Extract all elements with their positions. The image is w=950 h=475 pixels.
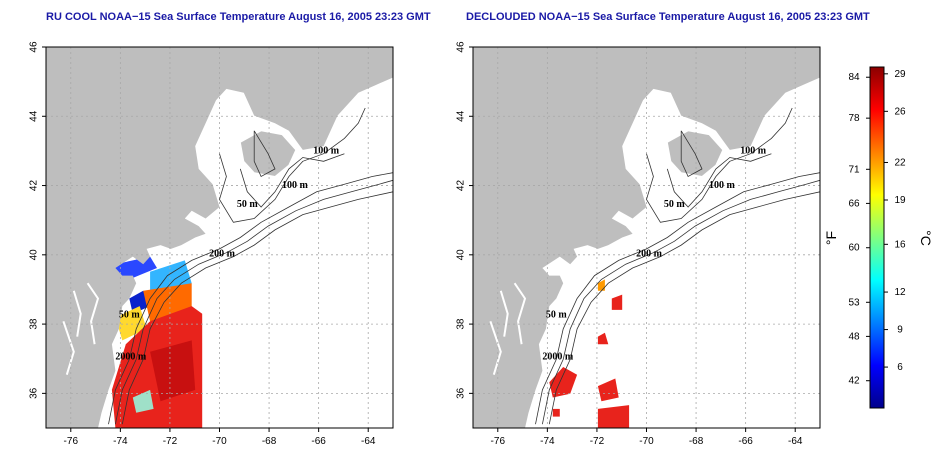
right-chart-title: DECLOUDED NOAA−15 Sea Surface Temperatur… (466, 11, 870, 23)
bathymetry-contour (548, 191, 820, 425)
contour-label: 200 m (636, 249, 663, 260)
x-tick-label: -72 (590, 436, 605, 447)
sst-patch (115, 306, 147, 341)
y-tick-label: 42 (456, 180, 467, 192)
y-tick-label: 36 (456, 387, 467, 399)
y-tick-label: 36 (29, 387, 40, 399)
land-mass (46, 47, 393, 428)
fahrenheit-tick-label: 42 (848, 376, 860, 387)
celsius-unit-label: °C (918, 230, 934, 246)
contour-label: 2000 m (115, 351, 146, 362)
right-chart-panel: 100 m 100 m 50 m 200 m 50 m 2000 m -76 -74 -72 -7… (456, 41, 821, 447)
bay-line (499, 290, 509, 337)
celsius-tick-label: 29 (894, 69, 906, 80)
y-tick-label: 40 (29, 249, 40, 261)
y-tick-label: 46 (456, 41, 467, 53)
bay-line (86, 282, 100, 345)
bathymetry-contour (666, 153, 772, 208)
bathymetry-contour (680, 130, 703, 178)
left-map-area: 100 m 100 m 50 m 200 m 50 m 2000 m (46, 47, 393, 428)
bathymetry-contour (253, 130, 276, 178)
colorbar-gradient (869, 66, 885, 409)
fahrenheit-tick-label: 71 (848, 164, 860, 175)
y-tick-label: 44 (456, 110, 467, 122)
fahrenheit-tick-label: 48 (848, 331, 860, 342)
contour-label: 100 m (740, 146, 767, 157)
x-tick-label: -76 (491, 436, 506, 447)
celsius-tick-label: 12 (894, 287, 906, 298)
x-tick-label: -74 (113, 436, 128, 447)
bathymetry-contour (542, 179, 820, 425)
bay-line (62, 320, 75, 375)
sst-patch (597, 378, 619, 402)
bathymetry-contour (115, 179, 393, 425)
y-tick-label: 38 (29, 318, 40, 330)
sst-patch (150, 340, 196, 402)
contour-label: 50 m (546, 310, 568, 321)
x-tick-label: -74 (540, 436, 555, 447)
celsius-tick-label: 9 (897, 325, 903, 336)
x-tick-label: -66 (738, 436, 753, 447)
bathymetry-contour (535, 172, 820, 425)
x-tick-label: -66 (311, 436, 326, 447)
x-tick-label: -72 (163, 436, 178, 447)
bathymetry-contour (219, 107, 366, 223)
sst-patch (552, 408, 560, 417)
contour-label: 2000 m (542, 351, 574, 362)
sst-patch (132, 389, 154, 413)
celsius-tick-label: 26 (894, 106, 906, 117)
bathymetry-contour (239, 153, 345, 208)
sst-patch (597, 332, 609, 345)
celsius-tick-label: 16 (894, 239, 906, 250)
x-tick-label: -68 (689, 436, 704, 447)
sst-patch (597, 279, 605, 291)
left-chart-panel: 100 m 100 m 50 m 200 m 50 m 2000 m -76 -74 -72 -7… (29, 41, 394, 447)
x-tick-label: -68 (262, 436, 277, 447)
bathymetry-contour (646, 107, 793, 223)
bay-line (72, 290, 82, 337)
land-mass (473, 47, 820, 428)
y-tick-label: 44 (29, 110, 40, 122)
y-tick-label: 38 (456, 318, 467, 330)
contour-label: 100 m (709, 180, 736, 191)
x-tick-label: -64 (788, 436, 803, 447)
sst-patch (597, 405, 630, 428)
contour-label: 50 m (664, 199, 686, 210)
celsius-tick-label: 19 (894, 195, 906, 206)
contour-label: 50 m (119, 310, 140, 321)
bathymetry-contour (108, 172, 393, 425)
fahrenheit-tick-label: 53 (848, 297, 860, 308)
colorbar: 84 78 71 66 60 53 48 42 29 26 22 19 16 12 9 6 °F °C (823, 66, 934, 409)
right-map-area: 100 m 100 m 50 m 200 m 50 m 2000 m (473, 47, 820, 428)
x-tick-label: -70 (212, 436, 227, 447)
y-tick-label: 40 (456, 249, 467, 261)
contour-label: 100 m (313, 146, 340, 157)
celsius-tick-label: 6 (897, 362, 903, 373)
celsius-tick-label: 22 (894, 157, 906, 168)
fahrenheit-unit-label: °F (823, 231, 839, 245)
left-chart-title: RU COOL NOAA−15 Sea Surface Temperature … (46, 11, 431, 23)
sst-patch (611, 294, 623, 310)
fahrenheit-tick-label: 66 (848, 198, 860, 209)
bay-line (513, 282, 527, 345)
bay-line (489, 320, 502, 375)
x-tick-label: -64 (361, 436, 376, 447)
x-tick-label: -70 (639, 436, 654, 447)
fahrenheit-tick-label: 78 (848, 113, 860, 124)
bathymetry-contour (121, 191, 393, 425)
sst-patch (115, 256, 157, 280)
fahrenheit-tick-label: 84 (848, 72, 860, 83)
y-tick-label: 46 (29, 41, 40, 53)
contour-label: 100 m (282, 180, 309, 191)
contour-label: 50 m (237, 199, 259, 210)
contour-label: 200 m (209, 249, 236, 260)
y-tick-label: 42 (29, 180, 40, 192)
x-tick-label: -76 (64, 436, 79, 447)
fahrenheit-tick-label: 60 (848, 243, 860, 254)
